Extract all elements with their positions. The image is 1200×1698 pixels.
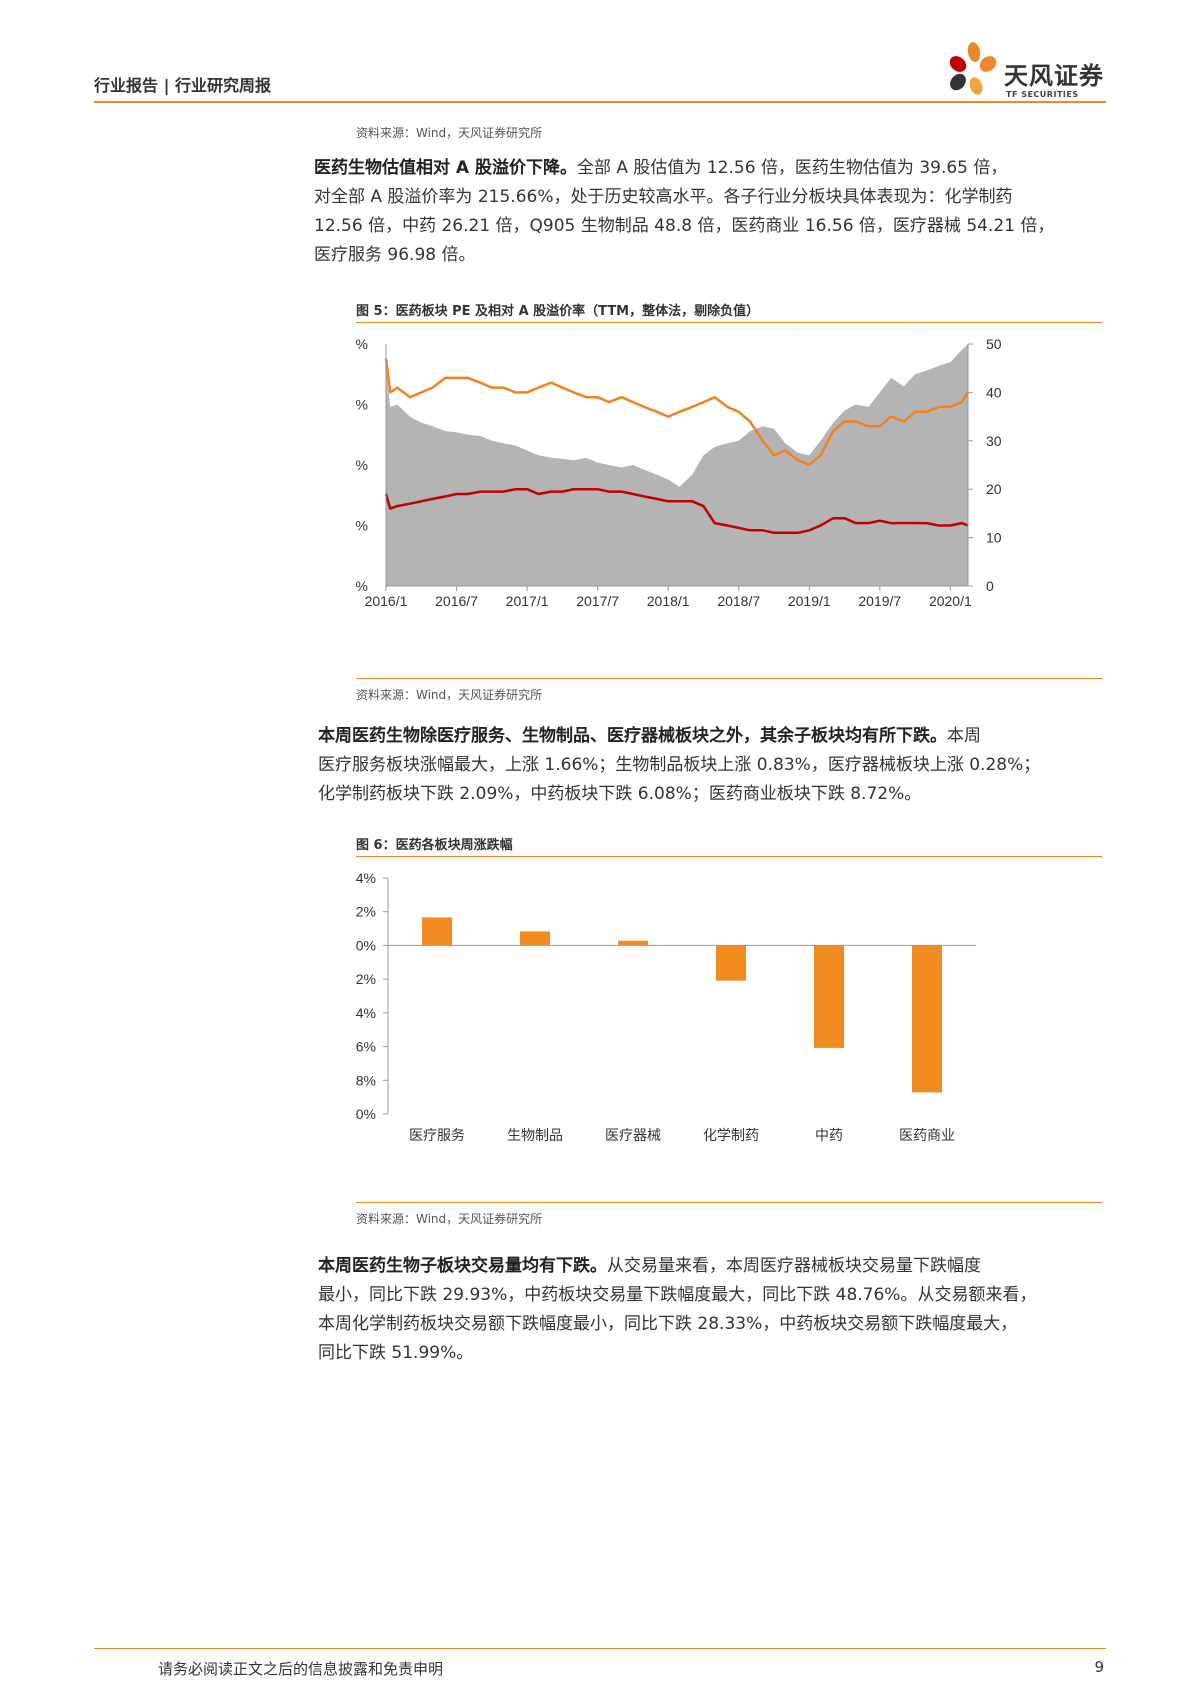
x-tick-label: 2018/7 [717,593,760,609]
paragraph-line: 医疗服务 96.98 倍。 [314,245,476,265]
y-tick-label: -2% [356,971,376,987]
source-note-3: 资料来源：Wind，天风证券研究所 [356,1212,543,1226]
x-tick-label: 2020/1 [929,593,972,609]
sector-change-bar-chart: 4% 2% 0% -2% -4% -6% -8% -10% 医疗服务 生物制品 医疗器械 化学制药 中药… [356,870,976,1143]
left-tick-label: 0% [356,578,368,594]
x-tick-label: 2016/1 [365,593,408,609]
logo-english-name: TF SECURITIES [1006,90,1079,99]
paragraph-volume: 本周医药生物子板块交易量均有下跌。从交易量来看，本周医疗器械板块交易量下跌幅度 … [318,1252,1036,1368]
a-share-line-series [384,487,969,535]
left-tick-label: 200% [356,336,368,352]
x-tick-label: 2016/7 [435,593,478,609]
y-tick-label: -6% [356,1039,376,1055]
figure-caption: 医药板块 PE 及相对 A 股溢价率（TTM，整体法，剔除负值） [395,304,760,319]
left-tick-label: 50% [356,518,368,534]
paragraph-line: 最小，同比下跌 29.93%，中药板块交易量下跌幅度最大，同比下跌 48.76%… [318,1285,1037,1305]
category-label: 生物制品 [507,1127,563,1143]
left-tick-label: 150% [356,397,368,413]
right-tick-label: 40 [986,384,1002,400]
x-tick-label: 2019/1 [788,593,831,609]
paragraph-lead: 本周医药生物除医疗服务、生物制品、医疗器械板块之外，其余子板块均有所下跌。 [318,726,947,746]
bar-2 [520,931,550,946]
left-tick-label: 100% [356,457,368,473]
header-divider [94,101,1106,103]
figure-number: 图 5： [356,304,396,319]
paragraph-line: 对全部 A 股溢价率为 215.66%，处于历史较高水平。各子行业分板块具体表现… [314,187,1013,207]
x-tick-label: 2019/7 [858,593,901,609]
sw-pharma-line-series [384,358,970,467]
right-tick-label: 30 [986,433,1002,449]
paragraph-line: 医疗服务板块涨幅最大，上涨 1.66%；生物制品板块上涨 0.83%，医疗器械板… [318,755,1041,775]
paragraph-line: 12.56 倍，中药 26.21 倍，Q905 生物制品 48.8 倍，医药商业… [314,216,1055,236]
figure-6-title: 图 6：医药各板块周涨跌幅 [356,834,513,853]
report-header-title: 行业报告 | 行业研究周报 [94,76,271,95]
figure-5-top-rule [356,322,1102,323]
page-number: 9 [1094,1658,1104,1676]
figure-6-bottom-rule [356,1202,1102,1203]
paragraph-text: 本周 [947,726,981,746]
bar-4 [716,945,746,981]
y-tick-label: -4% [356,1005,376,1021]
right-tick-label: 10 [986,530,1002,546]
logo-chinese-name: 天风证券 [1004,62,1104,90]
company-logo: 天风证券 TF SECURITIES [944,38,1116,104]
bar-5 [814,945,844,1048]
category-label: 医药商业 [899,1127,955,1143]
figure-caption: 医药各板块周涨跌幅 [395,838,513,853]
bar-3 [618,940,648,946]
paragraph-text: 从交易量来看，本周医疗器械板块交易量下跌幅度 [607,1256,981,1276]
footer-disclaimer: 请务必阅读正文之后的信息披露和免责申明 [158,1660,444,1678]
legend-label: SW医药生物 [728,330,807,332]
y-tick-label: 2% [356,904,376,920]
y-tick-label: 0% [356,937,376,953]
x-tick-label: 2018/1 [647,593,690,609]
category-label: 医疗器械 [605,1127,661,1143]
bar-6 [912,945,942,1093]
right-tick-label: 0 [986,578,994,594]
paragraph-line: 同比下跌 51.99%。 [318,1343,474,1363]
paragraph-text: 全部 A 股估值为 12.56 倍，医药生物估值为 39.65 倍， [577,158,1008,178]
flower-logo-icon [949,42,997,95]
paragraph-valuation: 医药生物估值相对 A 股溢价下降。全部 A 股估值为 12.56 倍，医药生物估… [314,154,1054,270]
category-label: 化学制药 [703,1127,759,1143]
figure-6-top-rule [356,856,1102,857]
y-tick-label: -8% [356,1072,376,1088]
figure-5-title: 图 5：医药板块 PE 及相对 A 股溢价率（TTM，整体法，剔除负值） [356,300,759,319]
footer-divider [94,1648,1106,1649]
paragraph-line: 本周化学制药板块交易额下跌幅度最小，同比下跌 28.33%，中药板块交易额下跌幅… [318,1314,1018,1334]
right-tick-label: 50 [986,336,1002,352]
legend-label: 溢价率（左） [538,330,622,332]
bar-1 [422,917,452,946]
x-tick-label: 2017/1 [506,593,549,609]
paragraph-lead: 医药生物估值相对 A 股溢价下降。 [314,158,577,178]
paragraph-line: 化学制药板块下跌 2.09%，中药板块下跌 6.08%；医药商业板块下跌 8.7… [318,784,922,804]
source-note-2: 资料来源：Wind，天风证券研究所 [356,688,543,702]
figure-number: 图 6： [356,838,396,853]
right-tick-label: 20 [986,481,1002,497]
category-label: 中药 [815,1127,843,1143]
y-tick-label: 4% [356,870,376,886]
paragraph-lead: 本周医药生物子板块交易量均有下跌。 [318,1256,607,1276]
figure-5-bottom-rule [356,678,1102,679]
x-tick-label: 2017/7 [576,593,619,609]
y-tick-label: -10% [356,1106,376,1122]
source-note-1: 资料来源：Wind，天风证券研究所 [356,126,543,140]
category-label: 医疗服务 [409,1127,465,1143]
paragraph-weekly-change: 本周医药生物除医疗服务、生物制品、医疗器械板块之外，其余子板块均有所下跌。本周 … [318,722,1040,809]
